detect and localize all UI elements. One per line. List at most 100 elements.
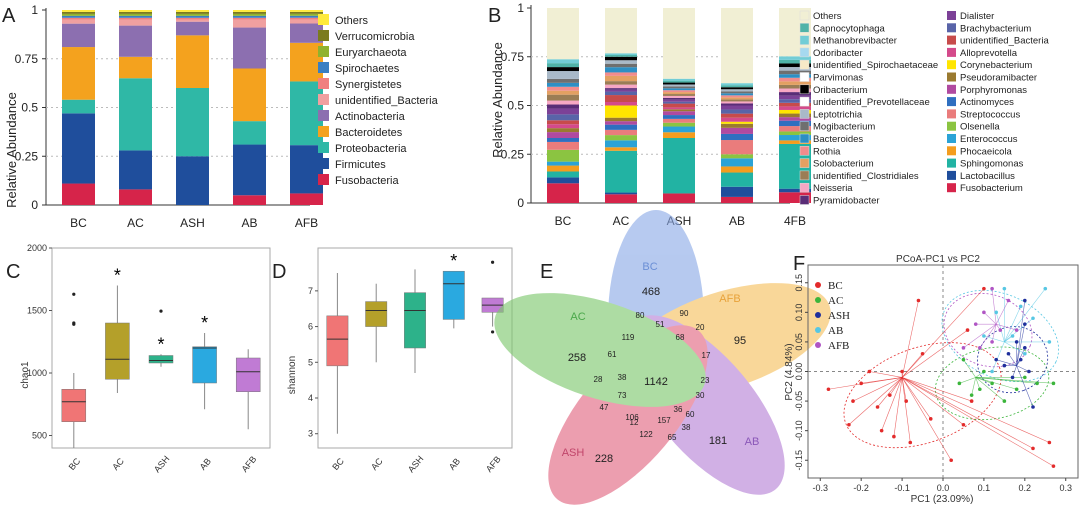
pcoa-ytick: -0.10 [794,420,804,441]
panel-b-bar-segment [547,149,579,162]
panel-b-bar-segment [779,188,811,193]
panel-e: E BC AC AFB ASH AB 468 258 95 228 181 11… [494,210,831,505]
pcoa-point [892,434,896,439]
panel-b-bar-segment [547,114,579,121]
box-xtick: AB [447,456,462,472]
panel-b-bar-segment [547,124,579,129]
panel-a-bar-segment [119,25,152,57]
panel-b-bar-segment [605,135,637,141]
panel-b-bar-segment [605,91,637,96]
legend-swatch [947,60,956,70]
panel-b-bar-segment [663,86,695,89]
pcoa-point [1010,334,1015,338]
panel-b-bar-segment [547,128,579,133]
pcoa-point [994,310,998,315]
pcoa-point [990,369,994,374]
pcoa-spoke [991,324,997,342]
panel-b-bar-segment [663,138,695,194]
pcoa-spoke [1012,365,1017,378]
box-body [404,292,426,349]
panel-b-bar-segment [721,117,753,122]
panel-b-bar-segment [605,88,637,90]
box-ytick: 1000 [27,368,47,378]
panel-b-bar-segment [779,126,811,132]
panel-a-bar-segment [119,78,152,151]
legend-label: Synergistetes [335,79,402,91]
panel-b-ytick: 0.5 [507,99,524,113]
panel-letter-a: A [2,5,16,27]
pcoa-spoke [901,288,985,378]
pcoa-spoke [901,377,911,443]
legend-swatch [318,62,329,73]
panel-b-bar-segment [605,194,637,203]
panel-b-bar-segment [605,53,637,56]
panel-b-bar-segment [605,95,637,103]
panel-b-bar-segment [547,138,579,142]
pcoa-xtick: 0.2 [1019,483,1032,493]
panel-b-bar-segment [779,59,811,64]
pcoa-point [969,393,974,397]
pcoa-point [1031,446,1035,451]
legend-label: Neisseria [813,183,853,194]
legend-label: Fusobacterium [960,183,1023,194]
panel-b-bar-segment [663,97,695,100]
panel-b-bar-segment [663,101,695,104]
legend-swatch [799,59,810,70]
pcoa-spoke [1004,318,1034,343]
panel-a-bar-segment [290,42,323,82]
box-xtick: AFB [239,454,258,474]
pcoa-spoke [996,323,1017,331]
venn-overlap-count: 30 [696,391,705,400]
pcoa-point [994,357,998,362]
legend-label: Proteobacteria [335,143,407,155]
significance-star: * [201,313,208,333]
significance-star: * [450,251,457,271]
legend-swatch [318,142,329,153]
pcoa-legend-marker [815,282,821,288]
panel-a-bar-segment [176,10,209,12]
panel-b-bar-segment [721,123,753,128]
panel-b-bar-segment [547,141,579,150]
panel-b-bar-segment [547,108,579,115]
box-xtick: AFB [484,454,503,474]
panel-b-bar-segment [663,132,695,138]
pcoa-point [928,417,933,421]
panel-b-bar-segment [605,8,637,54]
legend-swatch [799,35,810,45]
panel-a-bar-segment [290,13,323,16]
panel-b-bar-segment [547,183,579,203]
panel-a-bar-segment [176,17,209,20]
legend-label: Capnocytophaga [813,23,886,34]
panel-b-bar-segment [547,78,579,83]
box-ytick: 4 [308,393,313,403]
panel-a-bar-segment [233,195,266,205]
panel-a-bar-segment [119,19,152,26]
pcoa-point [982,286,986,291]
panel-a-bar-segment [233,10,266,12]
panel-b-bar-segment [605,89,637,92]
venn-overlap-count: 60 [686,410,695,419]
panel-a-bar-segment [62,15,95,18]
pcoa-point [1014,328,1019,332]
pcoa-point [1018,357,1023,362]
venn-unique-ab: 181 [709,435,727,447]
legend-swatch [318,158,329,169]
panel-b-bar-segment [779,131,811,136]
venn-unique-ac: 258 [568,352,586,364]
legend-label: Euryarchaeota [335,47,407,59]
pcoa-spoke [869,371,903,378]
venn-overlap-count: 65 [668,433,677,442]
legend-label: Bacteroides [813,134,863,145]
panel-b-bar-segment [721,103,753,106]
legend-label: Parvimonas [813,73,863,84]
panel-a-bar-segment [62,47,95,100]
venn-label-ash: ASH [562,447,585,459]
panel-b-bar-segment [605,121,637,125]
panel-a-bar-segment [62,10,95,12]
panel-b-ytick: 0.75 [501,50,525,64]
panel-b-bar-segment [547,63,579,68]
pcoa-title: PCoA-PC1 vs PC2 [896,254,980,265]
box-body [365,301,388,327]
box-outlier [491,330,495,334]
pcoa-point [1018,304,1023,309]
